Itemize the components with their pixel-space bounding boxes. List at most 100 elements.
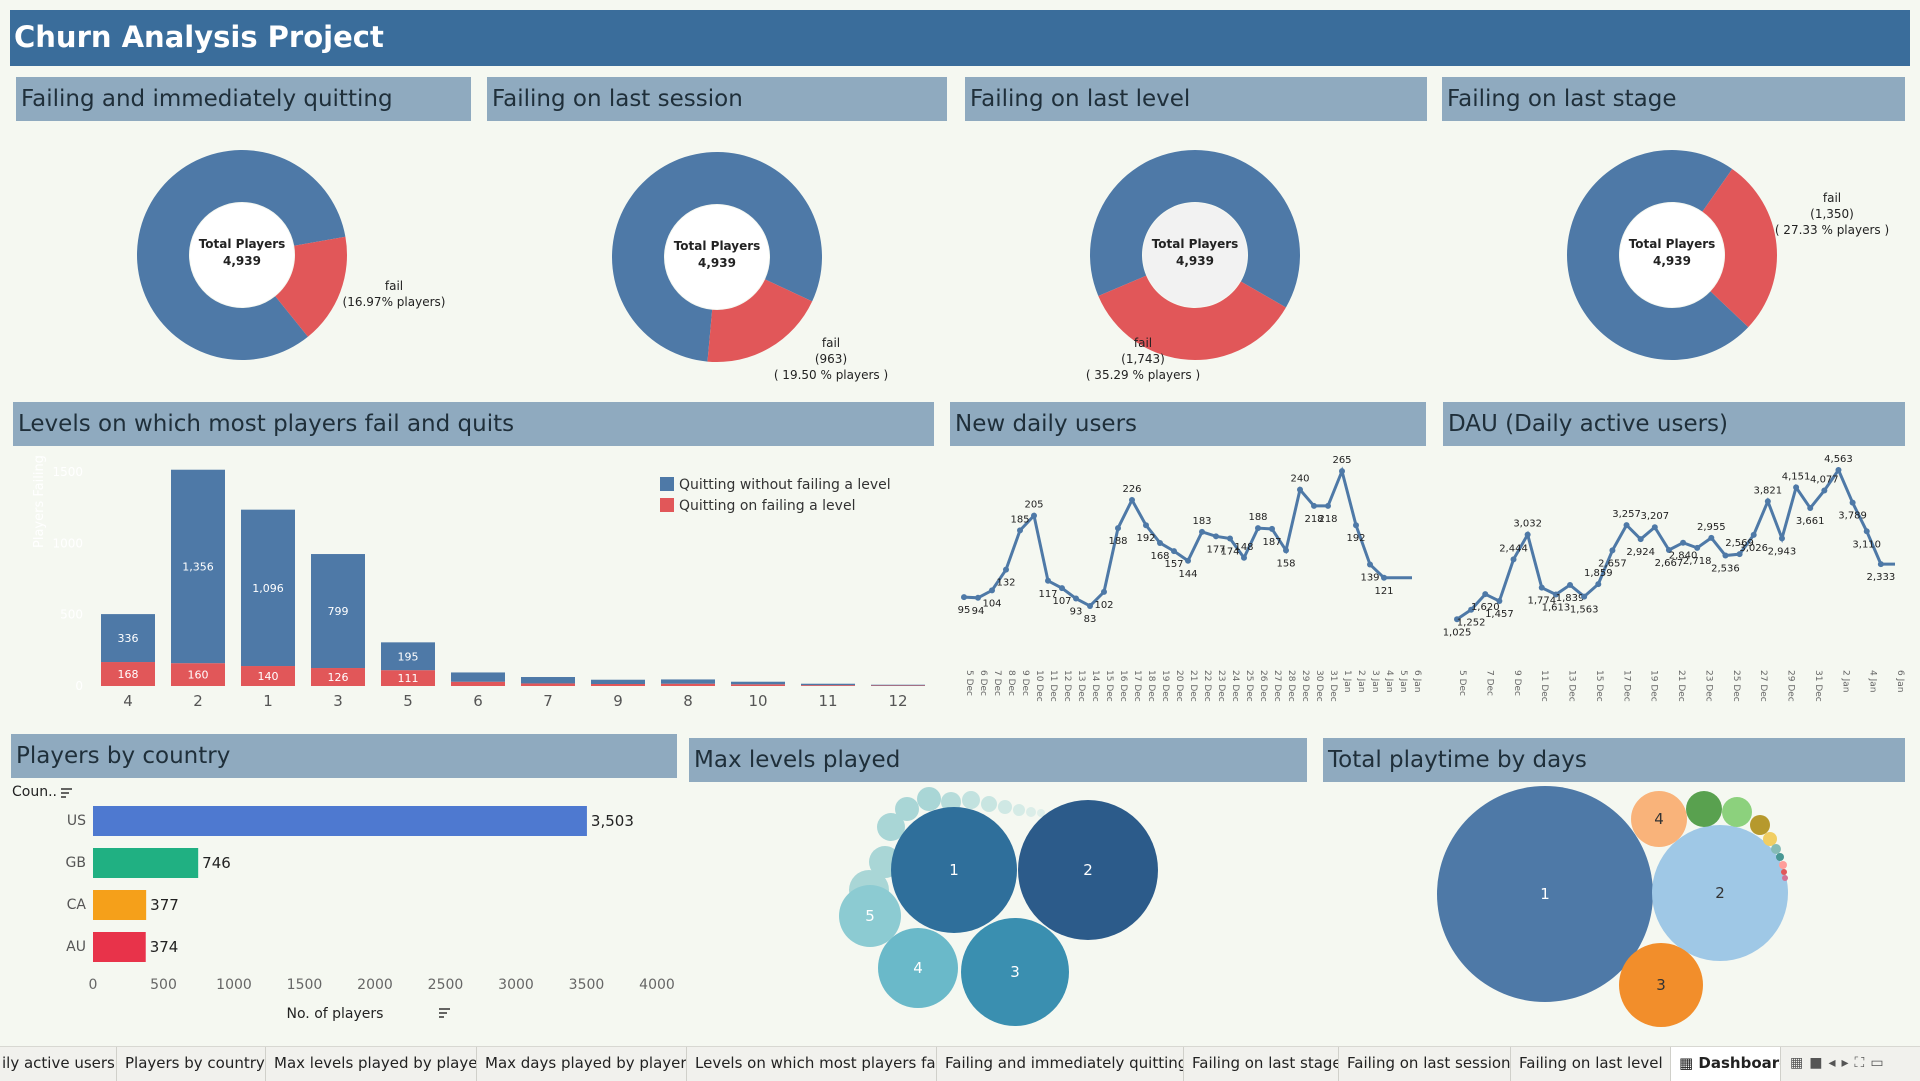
x-tick-label: 28 Dec bbox=[1286, 670, 1296, 702]
point-label: 183 bbox=[1192, 516, 1211, 527]
series-point bbox=[1581, 593, 1588, 600]
present-icon[interactable]: ▭ bbox=[1870, 1055, 1890, 1071]
x-tick-label: 10 Dec bbox=[1034, 670, 1044, 702]
donut-slice-fail bbox=[275, 236, 347, 337]
bar-without bbox=[381, 642, 435, 671]
point-label: 1,774 bbox=[1527, 596, 1556, 607]
bar-failing bbox=[871, 685, 925, 686]
point-label: 2,924 bbox=[1626, 547, 1655, 558]
prev-sheet-icon[interactable]: ◂ bbox=[1828, 1055, 1842, 1071]
country-label: AU bbox=[66, 939, 86, 955]
tab-fail-stage[interactable]: Failing on last stage bbox=[1184, 1047, 1339, 1081]
panel-title-dau: DAU (Daily active users) bbox=[1443, 402, 1905, 446]
donut-fail-count: (1,350) bbox=[1810, 207, 1854, 221]
point-label: 3,110 bbox=[1852, 539, 1881, 550]
x-tick-label: 6 Jan bbox=[1412, 670, 1422, 692]
x-tick-label: 19 Dec bbox=[1160, 670, 1170, 702]
point-label: 132 bbox=[996, 578, 1015, 589]
series-point bbox=[1199, 528, 1205, 535]
tab-fail-session[interactable]: Failing on last session bbox=[1339, 1047, 1511, 1081]
bubble-3 bbox=[961, 918, 1069, 1026]
country-label: CA bbox=[67, 897, 87, 913]
donut-center-label: Total Players bbox=[674, 239, 761, 253]
panel-title-levels-fail: Levels on which most players fail and qu… bbox=[13, 402, 934, 446]
donut-hole bbox=[190, 203, 294, 307]
tab-levels-fail[interactable]: Levels on which most players fai... bbox=[687, 1047, 937, 1081]
legend-swatch-without bbox=[660, 477, 674, 491]
tab-players-by-country[interactable]: Players by country bbox=[117, 1047, 266, 1081]
bubble-day-label-3: 3 bbox=[1656, 976, 1666, 994]
series-point bbox=[1213, 533, 1219, 540]
legend-swatch-failing bbox=[660, 498, 674, 512]
panel-title-fail-level: Failing on last level bbox=[965, 77, 1427, 121]
series-point bbox=[1157, 539, 1163, 546]
x-tick-label: 17 Dec bbox=[1132, 670, 1142, 702]
bar-label-without: 195 bbox=[398, 650, 419, 663]
level-category-label: 4 bbox=[123, 692, 133, 710]
donut-hole bbox=[1143, 203, 1247, 307]
film-strip-icon[interactable]: ■ bbox=[1809, 1055, 1829, 1071]
series-point bbox=[1059, 585, 1065, 592]
series-point bbox=[1311, 502, 1317, 509]
bar-failing bbox=[451, 681, 505, 686]
x-tick-label: 3 Jan bbox=[1370, 670, 1380, 692]
tab-dashboard-label: Dashboard bbox=[1698, 1054, 1781, 1072]
series-point bbox=[1778, 535, 1785, 542]
donut-slice-rest bbox=[137, 150, 346, 361]
bar-without bbox=[661, 679, 715, 684]
x-tick-label: 15 Dec bbox=[1104, 670, 1114, 702]
series-point bbox=[1510, 556, 1517, 563]
sheet-tab-bar: ily active users Players by country Max … bbox=[0, 1046, 1920, 1081]
tab-fail-quit[interactable]: Failing and immediately quitting bbox=[937, 1047, 1184, 1081]
bar-label-failing: 168 bbox=[118, 668, 139, 681]
series-point bbox=[1073, 595, 1079, 602]
series-point bbox=[1849, 499, 1856, 506]
bar-label-failing: 140 bbox=[258, 670, 279, 683]
tab-fail-level[interactable]: Failing on last level bbox=[1511, 1047, 1671, 1081]
x-tick-label: 13 Dec bbox=[1567, 670, 1577, 702]
series-point bbox=[1143, 522, 1149, 529]
donut-hole bbox=[665, 205, 769, 309]
series-line bbox=[1456, 466, 1895, 621]
series-point bbox=[1736, 551, 1743, 558]
country-x-tick: 2500 bbox=[428, 977, 464, 993]
bar-without bbox=[101, 614, 155, 663]
tab-max-levels-played[interactable]: Max levels played by player bbox=[266, 1047, 477, 1081]
country-value-label: 746 bbox=[202, 854, 231, 872]
point-label: 226 bbox=[1122, 484, 1141, 495]
donut-fail-count: (963) bbox=[815, 352, 847, 366]
sort-icon[interactable] bbox=[61, 788, 72, 798]
panel-title-fail-quit: Failing and immediately quitting bbox=[16, 77, 471, 121]
grid-view-icon[interactable]: ▦ bbox=[1790, 1055, 1810, 1071]
point-label: 188 bbox=[1248, 512, 1267, 523]
bubble-label-1: 1 bbox=[949, 861, 959, 879]
point-label: 2,536 bbox=[1711, 564, 1740, 575]
point-label: 3,026 bbox=[1739, 543, 1768, 554]
sort-icon[interactable] bbox=[439, 1008, 450, 1018]
bubble-day-2 bbox=[1652, 825, 1788, 961]
series-point bbox=[1750, 531, 1757, 538]
level-category-label: 12 bbox=[888, 692, 907, 710]
panel-title-by-country: Players by country bbox=[11, 734, 677, 778]
dashboard-title: Churn Analysis Project bbox=[14, 20, 384, 54]
bar-failing bbox=[801, 685, 855, 686]
legend-label-failing: Quitting on failing a level bbox=[679, 498, 855, 514]
series-point bbox=[1623, 522, 1630, 529]
bar-label-failing: 111 bbox=[398, 672, 419, 685]
x-tick-label: 4 Jan bbox=[1868, 670, 1878, 692]
levels-y-tick: 1500 bbox=[52, 465, 83, 479]
tab-dashboard[interactable]: ▦ Dashboard bbox=[1671, 1047, 1781, 1081]
levels-y-axis-label: Players Failing bbox=[32, 455, 47, 548]
x-tick-label: 23 Dec bbox=[1703, 670, 1713, 702]
fullscreen-icon[interactable]: ⛶ bbox=[1854, 1055, 1871, 1071]
point-label: 158 bbox=[1276, 558, 1295, 569]
tab-max-days-played[interactable]: Max days played by players bbox=[477, 1047, 687, 1081]
level-category-label: 8 bbox=[683, 692, 693, 710]
tab-daily-active-users[interactable]: ily active users bbox=[0, 1047, 117, 1081]
max-levels-bubbles: 1 2 3 4 5 bbox=[839, 787, 1158, 1026]
bubble-2 bbox=[1018, 800, 1158, 940]
series-point bbox=[1609, 547, 1616, 554]
next-sheet-icon[interactable]: ▸ bbox=[1841, 1055, 1855, 1071]
point-label: 1,252 bbox=[1457, 618, 1486, 629]
donut-slice-rest bbox=[1090, 149, 1300, 308]
